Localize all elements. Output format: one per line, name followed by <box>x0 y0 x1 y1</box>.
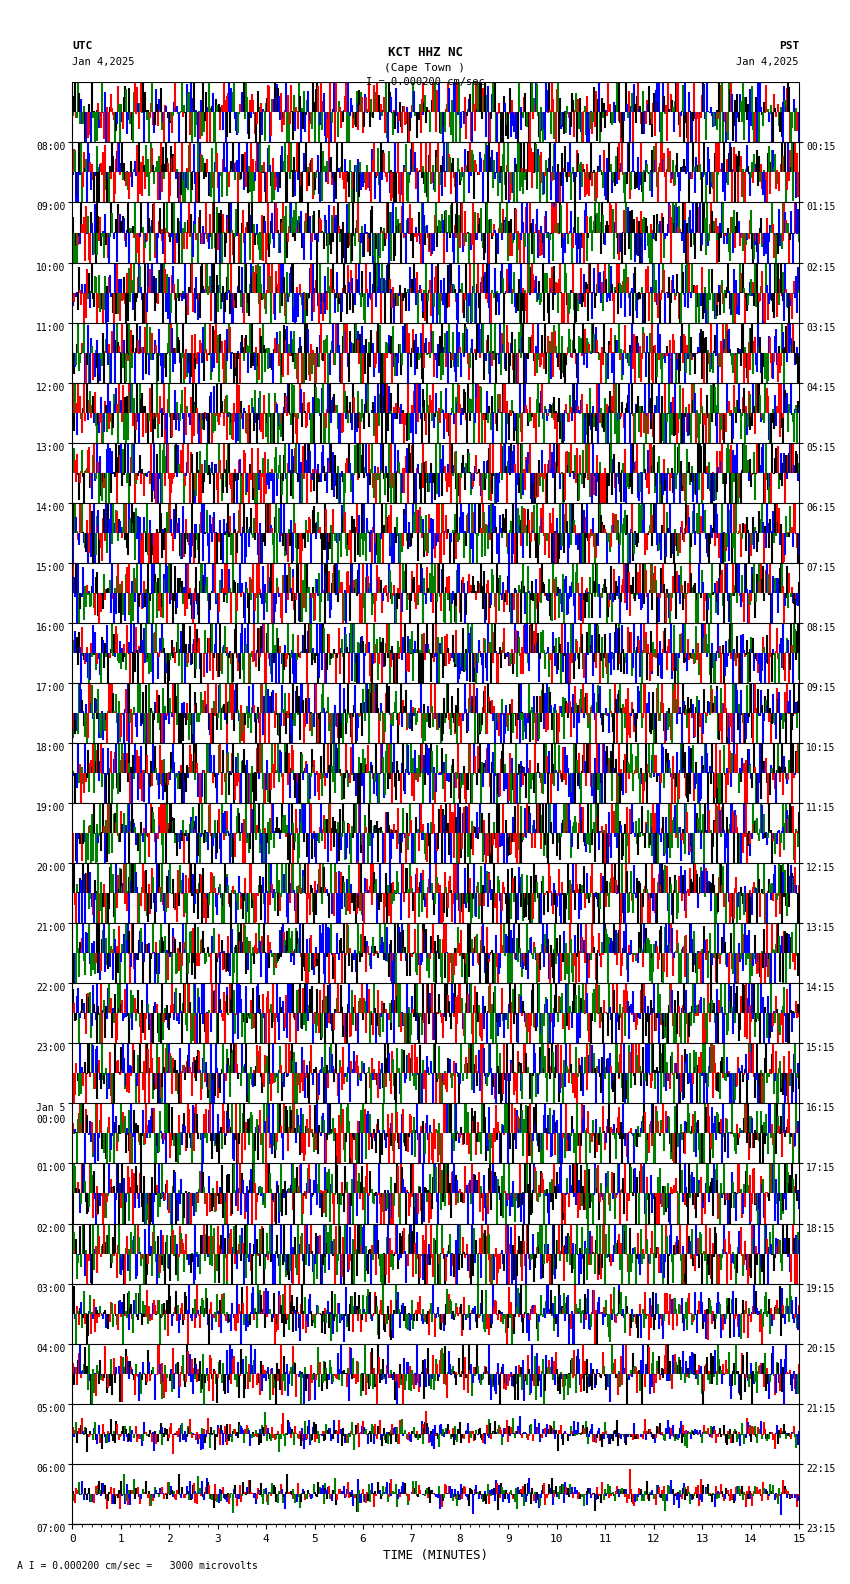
Text: (Cape Town ): (Cape Town ) <box>384 63 466 73</box>
Text: UTC: UTC <box>72 41 93 51</box>
Text: Jan 4,2025: Jan 4,2025 <box>72 57 135 67</box>
X-axis label: TIME (MINUTES): TIME (MINUTES) <box>383 1549 488 1562</box>
Text: I = 0.000200 cm/sec: I = 0.000200 cm/sec <box>366 78 484 87</box>
Text: KCT HHZ NC: KCT HHZ NC <box>388 46 462 59</box>
Text: PST: PST <box>779 41 799 51</box>
Text: A I = 0.000200 cm/sec =   3000 microvolts: A I = 0.000200 cm/sec = 3000 microvolts <box>17 1562 258 1571</box>
Text: Jan 4,2025: Jan 4,2025 <box>736 57 799 67</box>
